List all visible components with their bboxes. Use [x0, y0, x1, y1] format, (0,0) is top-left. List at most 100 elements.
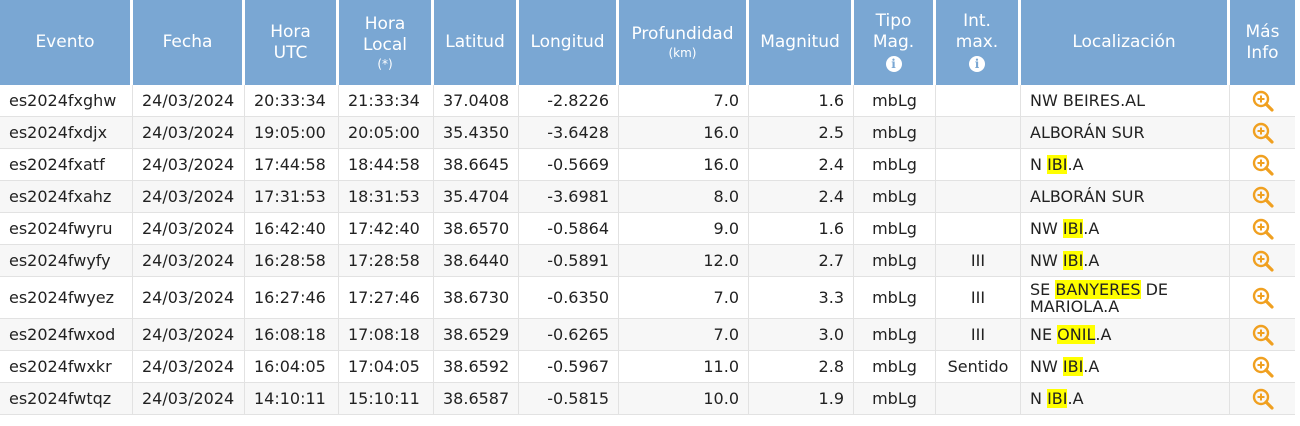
location-text: .A	[1083, 251, 1100, 270]
col-localizacion-label: Localización	[1072, 32, 1176, 52]
cell-magnitud: 2.8	[749, 351, 854, 383]
cell-profundidad: 16.0	[619, 149, 749, 181]
zoom-in-icon[interactable]	[1252, 287, 1274, 309]
cell-longitud: -0.5967	[519, 351, 619, 383]
cell-hora-utc: 16:04:05	[245, 351, 339, 383]
cell-magnitud: 2.7	[749, 245, 854, 277]
cell-longitud: -3.6981	[519, 181, 619, 213]
cell-profundidad: 7.0	[619, 85, 749, 117]
cell-latitud: 38.6645	[434, 149, 519, 181]
location-text: ALBORÁN SUR	[1030, 187, 1145, 206]
col-longitud-label: Longitud	[530, 32, 605, 52]
cell-localizacion: NW BEIRES.AL	[1021, 85, 1230, 117]
earthquake-table: Evento Fecha Hora UTC Hora Local (*) Latitu…	[0, 0, 1295, 415]
location-text: N	[1030, 155, 1048, 174]
cell-hora-utc: 17:44:58	[245, 149, 339, 181]
col-fecha[interactable]: Fecha	[133, 0, 245, 85]
location-text: NW	[1030, 357, 1063, 376]
cell-evento: es2024fwxkr	[0, 351, 133, 383]
location-text: NW BEIRES.AL	[1030, 91, 1146, 110]
cell-longitud: -0.5669	[519, 149, 619, 181]
zoom-in-icon[interactable]	[1252, 90, 1274, 112]
location-text: SE	[1030, 279, 1056, 299]
cell-longitud: -0.5815	[519, 383, 619, 415]
info-icon[interactable]: i	[969, 56, 985, 72]
cell-latitud: 38.6587	[434, 383, 519, 415]
cell-fecha: 24/03/2024	[133, 181, 245, 213]
col-evento[interactable]: Evento	[0, 0, 133, 85]
cell-longitud: -0.6265	[519, 319, 619, 351]
header-row: Evento Fecha Hora UTC Hora Local (*) Latitu…	[0, 0, 1295, 85]
location-highlight: IBI	[1062, 357, 1084, 376]
cell-profundidad: 12.0	[619, 245, 749, 277]
cell-fecha: 24/03/2024	[133, 149, 245, 181]
cell-magnitud: 1.6	[749, 213, 854, 245]
cell-localizacion: N IBI.A	[1021, 149, 1230, 181]
col-hora-local-label-2: Local	[362, 34, 408, 55]
zoom-in-icon[interactable]	[1252, 356, 1274, 378]
cell-int-max: III	[936, 245, 1021, 277]
zoom-in-icon[interactable]	[1252, 388, 1274, 410]
col-tipo-mag[interactable]: Tipo Mag. i	[854, 0, 936, 85]
table-row: es2024fwtqz 24/03/2024 14:10:11 15:10:11 38.…	[0, 383, 1295, 415]
zoom-in-icon[interactable]	[1252, 122, 1274, 144]
location-text: .A	[1083, 219, 1100, 238]
location-text: DE MARIOLA.A	[1030, 279, 1169, 316]
cell-mas-info	[1230, 351, 1295, 383]
zoom-in-icon[interactable]	[1252, 324, 1274, 346]
cell-localizacion: N IBI.A	[1021, 383, 1230, 415]
cell-hora-local: 20:05:00	[339, 117, 434, 149]
cell-magnitud: 1.6	[749, 85, 854, 117]
col-hora-local-label-1: Hora	[364, 13, 406, 34]
col-hora-local[interactable]: Hora Local (*)	[339, 0, 434, 85]
cell-hora-local: 18:31:53	[339, 181, 434, 213]
cell-mas-info	[1230, 245, 1295, 277]
col-magnitud[interactable]: Magnitud	[749, 0, 854, 85]
location-highlight: BANYERES	[1055, 279, 1141, 299]
cell-localizacion: ALBORÁN SUR	[1021, 117, 1230, 149]
zoom-in-icon[interactable]	[1252, 250, 1274, 272]
zoom-in-icon[interactable]	[1252, 154, 1274, 176]
table-row: es2024fxdjx 24/03/2024 19:05:00 20:05:00 35.…	[0, 117, 1295, 149]
col-profundidad-label: Profundidad	[631, 24, 734, 44]
location-text: .A	[1083, 357, 1100, 376]
cell-mas-info	[1230, 149, 1295, 181]
cell-fecha: 24/03/2024	[133, 117, 245, 149]
cell-mas-info	[1230, 181, 1295, 213]
cell-magnitud: 3.0	[749, 319, 854, 351]
cell-magnitud: 2.4	[749, 149, 854, 181]
col-int-max-label-2: max.	[955, 32, 999, 52]
col-profundidad[interactable]: Profundidad (km)	[619, 0, 749, 85]
table-row: es2024fxghw 24/03/2024 20:33:34 21:33:34 37.…	[0, 85, 1295, 117]
col-hora-utc[interactable]: Hora UTC	[245, 0, 339, 85]
cell-profundidad: 16.0	[619, 117, 749, 149]
col-mas-info-label-2: Info	[1246, 42, 1279, 63]
table-row: es2024fxahz 24/03/2024 17:31:53 18:31:53 35.…	[0, 181, 1295, 213]
location-text: ALBORÁN SUR	[1030, 123, 1145, 142]
location-text: N	[1030, 389, 1048, 408]
cell-latitud: 38.6592	[434, 351, 519, 383]
cell-int-max	[936, 117, 1021, 149]
cell-profundidad: 10.0	[619, 383, 749, 415]
cell-longitud: -0.6350	[519, 277, 619, 319]
cell-fecha: 24/03/2024	[133, 383, 245, 415]
table-row: es2024fwyru 24/03/2024 16:42:40 17:42:40 38.…	[0, 213, 1295, 245]
cell-mas-info	[1230, 277, 1295, 319]
zoom-in-icon[interactable]	[1252, 218, 1274, 240]
info-icon[interactable]: i	[885, 56, 902, 72]
cell-tipo-mag: mbLg	[854, 383, 936, 415]
table-row: es2024fwxkr 24/03/2024 16:04:05 17:04:05 38.…	[0, 351, 1295, 383]
cell-int-max	[936, 213, 1021, 245]
col-localizacion[interactable]: Localización	[1021, 0, 1230, 85]
col-longitud[interactable]: Longitud	[519, 0, 619, 85]
col-tipo-mag-label-2: Mag.	[872, 32, 915, 52]
zoom-in-icon[interactable]	[1252, 186, 1274, 208]
col-hora-utc-label-2: UTC	[273, 42, 308, 63]
col-int-max[interactable]: Int. max. i	[936, 0, 1021, 85]
col-latitud[interactable]: Latitud	[434, 0, 519, 85]
col-evento-label: Evento	[35, 32, 95, 52]
cell-localizacion: NW IBI.A	[1021, 245, 1230, 277]
cell-magnitud: 1.9	[749, 383, 854, 415]
cell-hora-local: 17:42:40	[339, 213, 434, 245]
cell-int-max	[936, 85, 1021, 117]
